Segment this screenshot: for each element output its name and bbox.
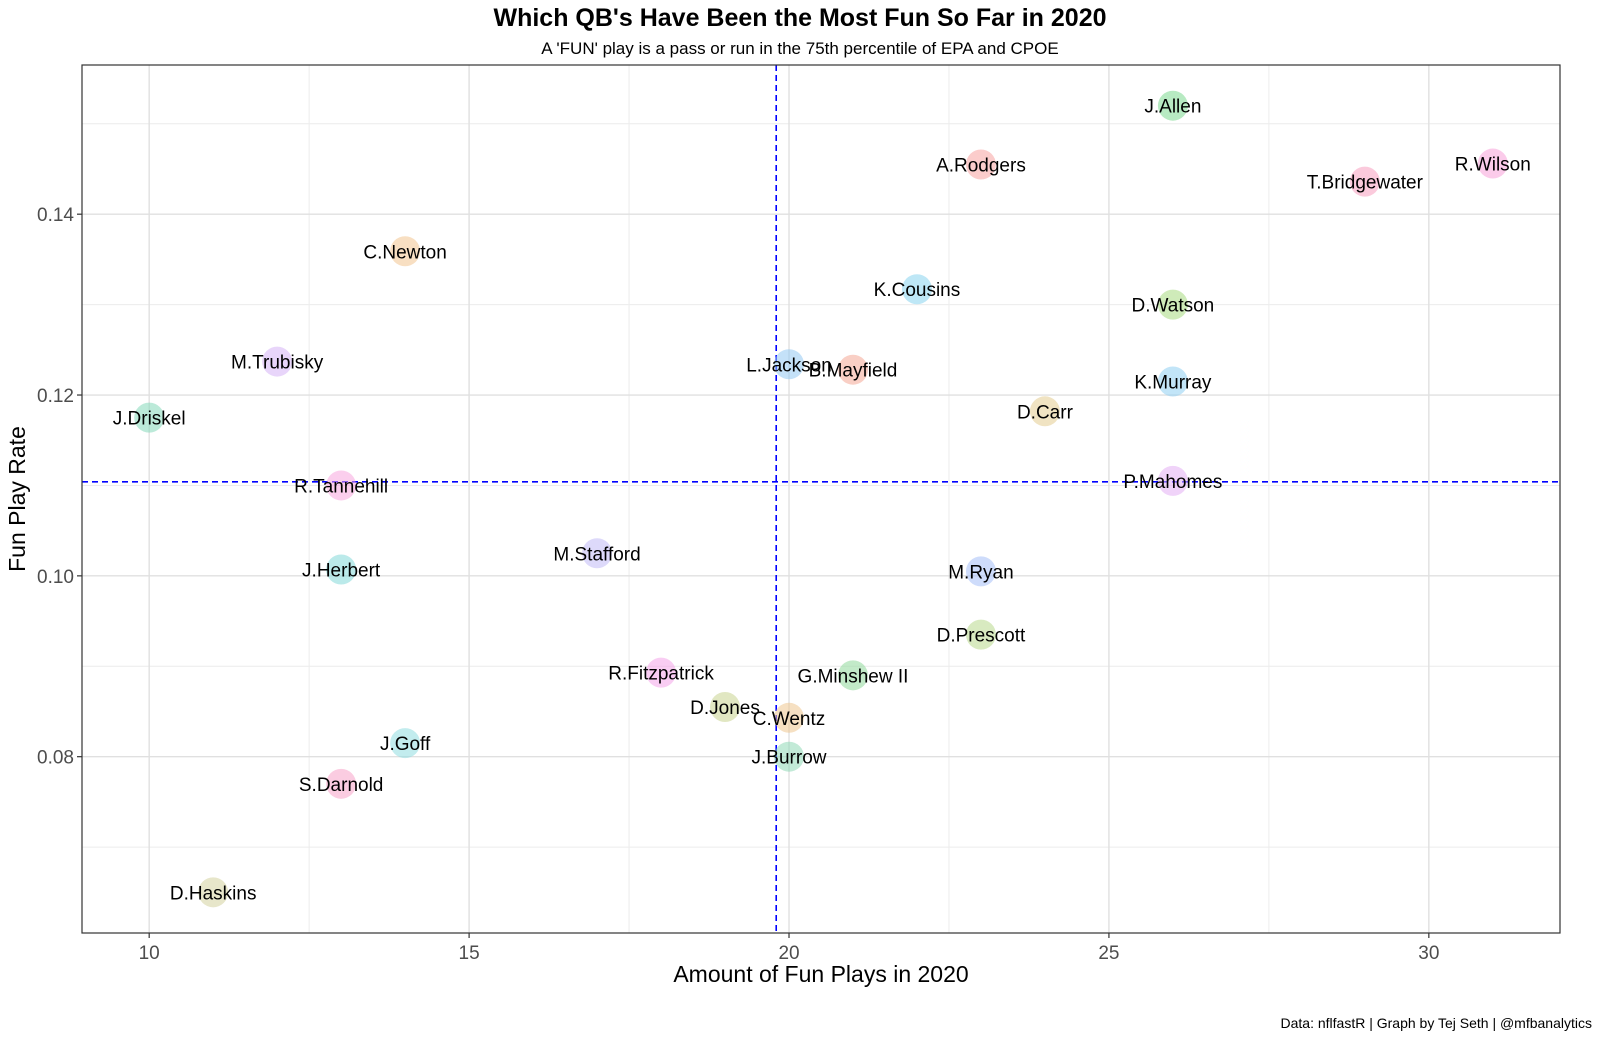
caption: Data: nflfastR | Graph by Tej Seth | @mf… xyxy=(1280,1015,1592,1031)
y-axis-ticks: 0.08 0.10 0.12 0.14 xyxy=(37,205,82,769)
point-label: M.Trubisky xyxy=(231,353,324,374)
data-point xyxy=(262,346,293,377)
point-label: C.Wentz xyxy=(753,709,826,730)
point-label: D.Haskins xyxy=(170,883,257,904)
point-label: R.Tannehill xyxy=(294,476,388,497)
data-point xyxy=(198,877,229,908)
data-point xyxy=(390,728,421,759)
data-point xyxy=(837,660,868,691)
x-axis-title: Amount of Fun Plays in 2020 xyxy=(673,961,968,987)
point-label: P.Mahomes xyxy=(1123,472,1222,493)
data-point xyxy=(774,702,805,733)
point-label: C.Newton xyxy=(363,242,446,263)
point-label: D.Prescott xyxy=(937,626,1026,647)
data-point xyxy=(1157,90,1188,121)
data-point xyxy=(1157,366,1188,397)
point-label: K.Murray xyxy=(1134,372,1212,393)
point-labels: J.Allen A.Rodgers R.Wilson T.Bridgewater C.N… xyxy=(113,97,1531,905)
data-point xyxy=(1157,289,1188,320)
x-tick-label: 20 xyxy=(778,943,799,964)
point-label: K.Cousins xyxy=(874,280,961,301)
chart-title: Which QB's Have Been the Most Fun So Far… xyxy=(493,4,1107,32)
minor-gridlines xyxy=(82,65,1560,933)
major-gridlines xyxy=(82,65,1560,933)
data-point xyxy=(326,470,357,501)
data-point xyxy=(582,538,613,569)
data-point xyxy=(134,402,165,433)
data-point xyxy=(1157,465,1188,496)
plot-panel-border xyxy=(81,64,1561,934)
y-axis-title: Fun Play Rate xyxy=(4,426,30,572)
data-point xyxy=(774,349,805,380)
data-point xyxy=(326,554,357,585)
point-label: A.Rodgers xyxy=(936,155,1026,176)
point-label: S.Darnold xyxy=(299,775,384,796)
data-point xyxy=(646,657,677,688)
data-points xyxy=(134,90,1508,908)
x-tick-label: 30 xyxy=(1418,943,1439,964)
point-label: L.Jackson xyxy=(746,355,832,376)
point-label: D.Jones xyxy=(690,698,760,719)
chart-subtitle: A 'FUN' play is a pass or run in the 75t… xyxy=(541,39,1059,58)
x-axis-ticks: 10 15 20 25 30 xyxy=(139,933,1439,964)
point-label: J.Driskel xyxy=(113,409,186,430)
point-label: M.Ryan xyxy=(948,562,1013,583)
x-tick-label: 15 xyxy=(459,943,480,964)
point-label: J.Allen xyxy=(1144,97,1201,118)
point-label: J.Goff xyxy=(380,734,431,755)
x-tick-label: 10 xyxy=(139,943,160,964)
y-tick-label: 0.08 xyxy=(37,748,74,769)
point-label: G.Minshew II xyxy=(798,666,909,687)
point-label: D.Watson xyxy=(1132,296,1215,317)
data-point xyxy=(965,149,996,180)
data-point xyxy=(390,236,421,267)
point-label: J.Herbert xyxy=(302,561,381,582)
x-tick-label: 25 xyxy=(1098,943,1119,964)
point-label: M.Stafford xyxy=(553,544,640,565)
point-label: J.Burrow xyxy=(752,748,827,769)
point-label: D.Carr xyxy=(1017,402,1074,423)
data-point xyxy=(710,691,741,722)
point-label: B.Mayfield xyxy=(809,361,898,382)
point-label: R.Fitzpatrick xyxy=(608,664,714,685)
y-tick-label: 0.12 xyxy=(37,386,74,407)
y-tick-label: 0.10 xyxy=(37,567,74,588)
data-point xyxy=(965,556,996,587)
data-point xyxy=(326,768,357,799)
data-point xyxy=(837,354,868,385)
data-point xyxy=(1349,166,1380,197)
mean-reference-lines xyxy=(82,65,1560,933)
point-label: R.Wilson xyxy=(1455,155,1531,176)
data-point xyxy=(774,741,805,772)
point-label: T.Bridgewater xyxy=(1307,173,1424,194)
data-point xyxy=(965,619,996,650)
data-point xyxy=(1477,148,1508,179)
data-point xyxy=(1029,396,1060,427)
y-tick-label: 0.14 xyxy=(37,205,74,226)
data-point xyxy=(901,274,932,305)
